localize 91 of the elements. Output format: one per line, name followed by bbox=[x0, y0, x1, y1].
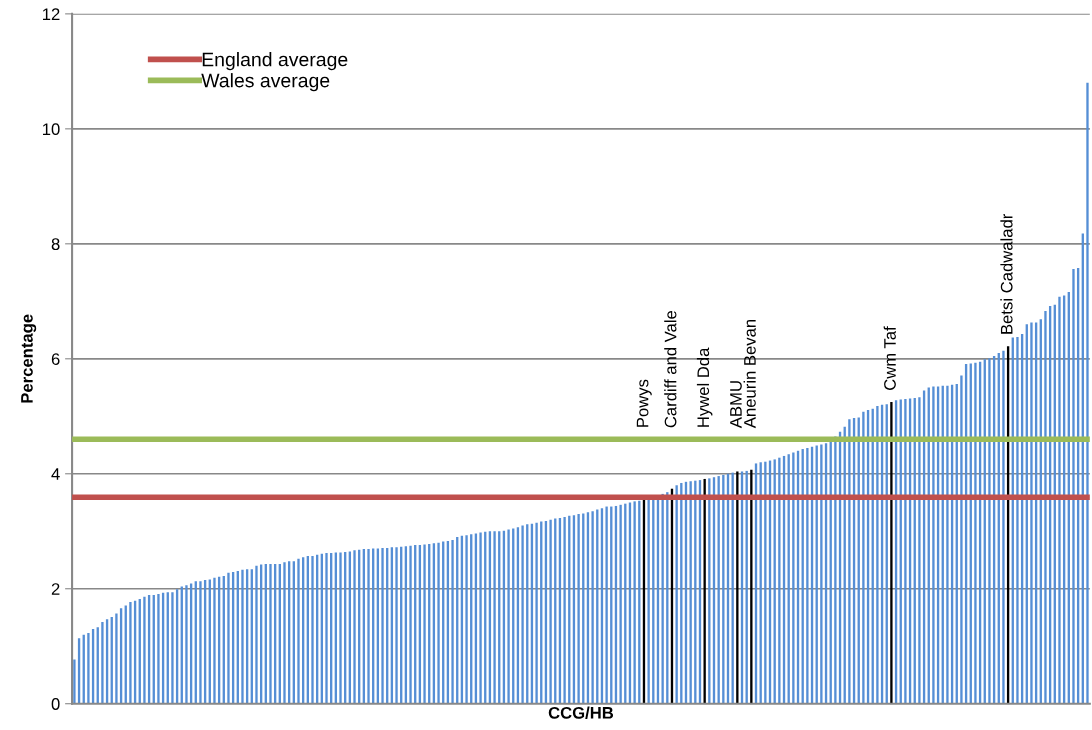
bar bbox=[185, 585, 188, 704]
bar bbox=[960, 375, 963, 704]
bar bbox=[633, 501, 636, 704]
bar bbox=[479, 532, 482, 704]
bar bbox=[876, 405, 879, 704]
bar bbox=[87, 633, 90, 704]
y-axis-title: Percentage bbox=[21, 314, 37, 403]
bar bbox=[311, 555, 314, 704]
bar bbox=[764, 461, 767, 704]
bar bbox=[717, 476, 720, 704]
bar bbox=[297, 558, 300, 704]
bar bbox=[703, 478, 706, 704]
bar bbox=[199, 581, 202, 704]
bar bbox=[661, 493, 664, 704]
bar bbox=[675, 485, 678, 704]
annotation: ABMU bbox=[730, 381, 742, 429]
bar bbox=[283, 562, 286, 704]
bar bbox=[792, 452, 795, 704]
bar bbox=[227, 572, 230, 704]
bar bbox=[437, 542, 440, 704]
bar bbox=[1058, 296, 1061, 704]
x-axis-title: CCG/HB bbox=[548, 706, 614, 719]
bar bbox=[269, 564, 272, 704]
bar bbox=[988, 358, 991, 704]
bar bbox=[862, 411, 865, 704]
bar bbox=[577, 514, 580, 704]
bar bbox=[423, 544, 426, 704]
bar bbox=[820, 444, 823, 704]
bar bbox=[157, 593, 160, 704]
bar bbox=[619, 504, 622, 704]
bar bbox=[129, 601, 132, 704]
bar bbox=[143, 596, 146, 704]
bar bbox=[736, 471, 739, 704]
bar bbox=[171, 592, 174, 704]
annotation: Betsi Cadwaladr bbox=[1000, 213, 1013, 334]
bar bbox=[1016, 336, 1019, 704]
bar bbox=[932, 386, 935, 704]
bar bbox=[353, 550, 356, 704]
bar bbox=[750, 469, 753, 704]
bar bbox=[493, 531, 496, 704]
bar bbox=[689, 481, 692, 704]
bar bbox=[778, 457, 781, 704]
bar bbox=[904, 399, 907, 704]
bar bbox=[1072, 269, 1075, 704]
bar bbox=[1002, 350, 1005, 704]
bar bbox=[325, 553, 328, 704]
legend-label: Wales average bbox=[201, 73, 330, 92]
bar bbox=[848, 419, 851, 704]
y-tick-label: 8 bbox=[51, 238, 60, 251]
bar bbox=[73, 659, 76, 704]
bar bbox=[521, 525, 524, 704]
y-tick-label: 0 bbox=[51, 698, 60, 710]
bar bbox=[367, 549, 370, 704]
bar bbox=[1030, 322, 1033, 704]
annotation: Hywel Dda bbox=[696, 347, 713, 427]
bar bbox=[722, 474, 725, 704]
bar bbox=[241, 569, 244, 704]
bar bbox=[465, 535, 468, 704]
y-tick-label: 2 bbox=[51, 583, 60, 595]
bar bbox=[946, 385, 949, 704]
bar bbox=[101, 622, 104, 704]
annotation: Cardiff and Vale bbox=[664, 310, 677, 428]
bar bbox=[1086, 82, 1089, 704]
bar bbox=[1044, 311, 1047, 704]
bar bbox=[255, 565, 258, 704]
bar bbox=[339, 552, 342, 704]
bar bbox=[535, 522, 538, 704]
y-tick-label: 4 bbox=[51, 468, 60, 480]
bar bbox=[974, 362, 977, 704]
bar bbox=[591, 511, 594, 704]
bar bbox=[918, 397, 921, 704]
bar bbox=[213, 577, 216, 704]
annotation: Cwm Taf bbox=[883, 326, 896, 390]
bar bbox=[451, 539, 454, 704]
bar bbox=[563, 516, 566, 704]
y-tick-label: 12 bbox=[43, 8, 60, 20]
bar bbox=[890, 401, 893, 704]
bar bbox=[605, 506, 608, 704]
annotation: Powys bbox=[636, 379, 652, 427]
y-tick-label: 6 bbox=[51, 353, 60, 365]
annotation: Aneurin Bevan bbox=[743, 319, 756, 429]
bar bbox=[507, 529, 510, 704]
y-tick-label: 10 bbox=[43, 123, 60, 136]
bar bbox=[549, 519, 552, 704]
bar bbox=[395, 547, 398, 704]
bar bbox=[409, 545, 412, 704]
bar bbox=[381, 547, 384, 704]
legend-label: England average bbox=[202, 52, 348, 71]
bar bbox=[115, 613, 118, 704]
bar bbox=[806, 447, 809, 704]
bar bbox=[647, 498, 650, 704]
